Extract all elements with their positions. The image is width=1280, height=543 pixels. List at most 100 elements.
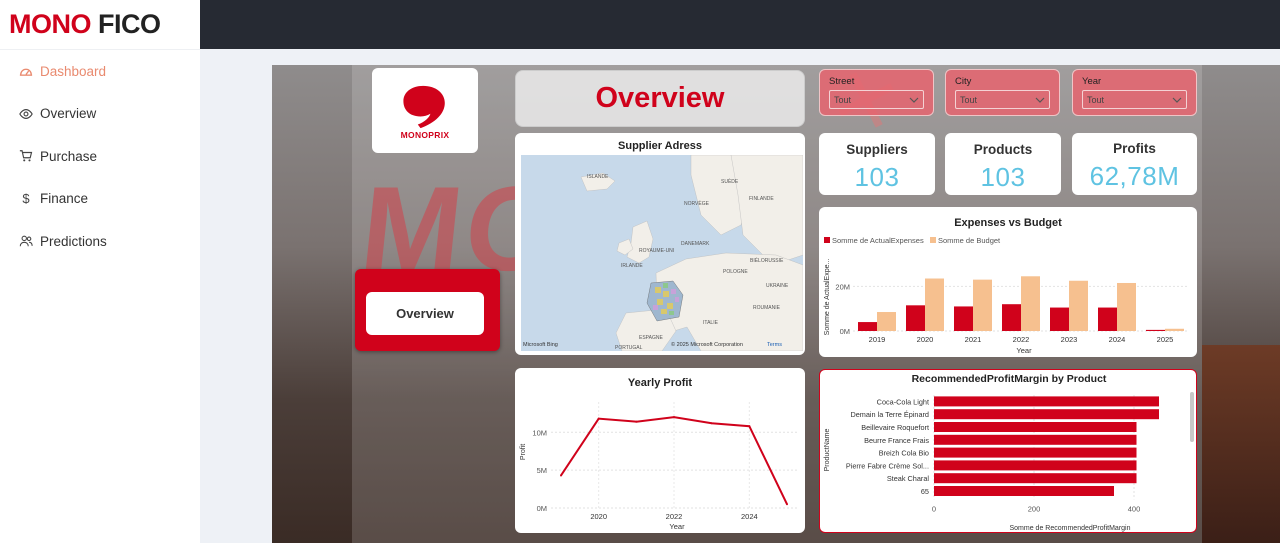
product-label: Beillevaire Roquefort xyxy=(861,423,929,432)
margin-bar xyxy=(934,434,1137,445)
top-bar xyxy=(200,0,1280,49)
bar-actual-expenses xyxy=(1050,307,1069,331)
year-select[interactable]: Tout xyxy=(1082,90,1187,109)
y-axis-label: Profit xyxy=(520,444,527,460)
page-title: Overview xyxy=(515,70,805,127)
bar-budget xyxy=(877,312,896,331)
profit-point xyxy=(786,503,788,506)
map-attribution: Microsoft Bing xyxy=(523,342,558,348)
map-label: IRLANDE xyxy=(621,263,643,269)
kpi-value: 103 xyxy=(980,162,1026,192)
filter-label: Street xyxy=(829,76,855,87)
app-logo[interactable]: MONO FICO xyxy=(0,0,200,50)
x-tick-label: 2022 xyxy=(1013,335,1030,344)
profit-point xyxy=(748,425,751,428)
yearly-profit-chart: Yearly Profit 0M 5M 10M 2020 2022 2024 Year Prof… xyxy=(520,377,797,531)
map-label: BIÉLORUSSIE xyxy=(750,258,784,264)
map-label: ISLANDE xyxy=(587,174,609,180)
sidebar-item-finance[interactable]: $ Finance xyxy=(0,178,200,221)
legend-label: Somme de ActualExpenses xyxy=(832,236,924,245)
x-tick-label: 2020 xyxy=(590,512,607,521)
map-label: ROYAUME-UNI xyxy=(639,248,675,254)
map-label: NORVÈGE xyxy=(684,201,709,207)
map-label: ROUMANIE xyxy=(753,305,780,311)
map-title: Supplier Adress xyxy=(618,140,702,152)
expenses-budget-card: Expenses vs Budget Somme de ActualExpense… xyxy=(819,207,1197,357)
product-label: Pierre Fabre Crème Sol... xyxy=(846,461,929,470)
scrollbar-thumb[interactable] xyxy=(1190,392,1194,442)
profit-point xyxy=(635,420,638,423)
logo-part-2: FICO xyxy=(98,9,161,39)
eye-icon xyxy=(19,107,33,121)
filter-label: City xyxy=(955,76,972,87)
bar-budget xyxy=(925,278,944,331)
sidebar-item-label: Purchase xyxy=(40,148,98,164)
kpi-title: Profits xyxy=(1113,141,1156,156)
chevron-down-icon xyxy=(1035,97,1045,103)
city-select[interactable]: Tout xyxy=(955,90,1050,109)
product-label: Breizh Cola Bio xyxy=(879,449,929,458)
map-land xyxy=(580,155,803,351)
x-tick-label: 400 xyxy=(1128,504,1141,513)
bar-budget xyxy=(1165,328,1184,331)
expenses-budget-chart: Expenses vs Budget Somme de ActualExpense… xyxy=(824,217,1189,355)
product-label: Coca-Cola Light xyxy=(877,397,929,406)
legend-swatch xyxy=(824,237,830,243)
kpi-suppliers: Suppliers 103 xyxy=(819,133,935,195)
monoprix-logo-icon xyxy=(403,85,445,128)
sidebar-item-overview[interactable]: Overview xyxy=(0,93,200,136)
margin-bar xyxy=(934,422,1137,432)
logo-part-1: MONO xyxy=(9,9,92,39)
dashboard-icon xyxy=(19,64,33,78)
margin-bar xyxy=(934,486,1114,496)
profit-point xyxy=(710,422,713,425)
sidebar-item-label: Finance xyxy=(40,191,89,207)
margin-bar xyxy=(934,447,1137,458)
y-tick-label: 10M xyxy=(532,428,547,437)
x-tick-label: 2019 xyxy=(869,335,886,344)
select-value: Tout xyxy=(960,94,978,105)
street-select[interactable]: Tout xyxy=(829,90,924,109)
profit-point xyxy=(673,416,675,419)
profit-point xyxy=(560,474,562,477)
profit-point xyxy=(597,417,600,420)
kpi-products: Products 103 xyxy=(945,133,1061,195)
bar-actual-expenses xyxy=(1146,329,1165,331)
kpi-value: 103 xyxy=(854,162,900,192)
legend-label: Somme de Budget xyxy=(938,236,1001,245)
chevron-down-icon xyxy=(1172,97,1182,103)
margin-bar xyxy=(934,473,1137,484)
cart-icon xyxy=(19,149,33,163)
x-tick-label: 2024 xyxy=(741,512,758,521)
kpi-value: 62,78M xyxy=(1089,161,1180,191)
map-copyright: © 2025 Microsoft Corporation xyxy=(671,342,743,348)
sidebar-item-purchase[interactable]: Purchase xyxy=(0,135,200,178)
users-icon xyxy=(19,234,33,248)
bar-actual-expenses xyxy=(906,305,925,331)
map-label: SUÈDE xyxy=(721,179,739,185)
chart-title: Expenses vs Budget xyxy=(954,217,1062,229)
bar-budget xyxy=(1117,282,1136,331)
map-label: UKRAINE xyxy=(766,283,789,289)
product-label: Beurre France Frais xyxy=(864,436,929,445)
map-terms-link[interactable]: Terms xyxy=(767,342,782,348)
kpi-title: Suppliers xyxy=(846,142,908,157)
bar-actual-expenses xyxy=(858,322,877,331)
map-label: ESPAGNE xyxy=(639,335,663,341)
sidebar-nav: Dashboard Overview Purchase $ Finance Pr… xyxy=(0,50,200,263)
legend-swatch xyxy=(930,237,936,243)
supplier-map[interactable]: ISLANDE SUÈDE NORVÈGE FINLANDE DANEMARK … xyxy=(521,155,803,351)
chart-title: Yearly Profit xyxy=(628,377,693,389)
x-tick-label: 0 xyxy=(932,504,936,513)
product-label: 65 xyxy=(921,487,929,496)
street-filter: Street Tout xyxy=(819,69,934,116)
sidebar-item-predictions[interactable]: Predictions xyxy=(0,220,200,263)
profit-margin-card: RecommendedProfitMargin by Product 0 200 40… xyxy=(819,369,1197,533)
bar-actual-expenses xyxy=(954,306,973,331)
kpi-profits: Profits 62,78M xyxy=(1072,133,1197,195)
bar-budget xyxy=(1021,276,1040,331)
overview-nav-button[interactable]: Overview xyxy=(366,292,484,335)
sidebar-item-dashboard[interactable]: Dashboard xyxy=(0,50,200,93)
monoprix-logo-text: MONOPRIX xyxy=(400,129,450,140)
bar-actual-expenses xyxy=(1002,304,1021,331)
